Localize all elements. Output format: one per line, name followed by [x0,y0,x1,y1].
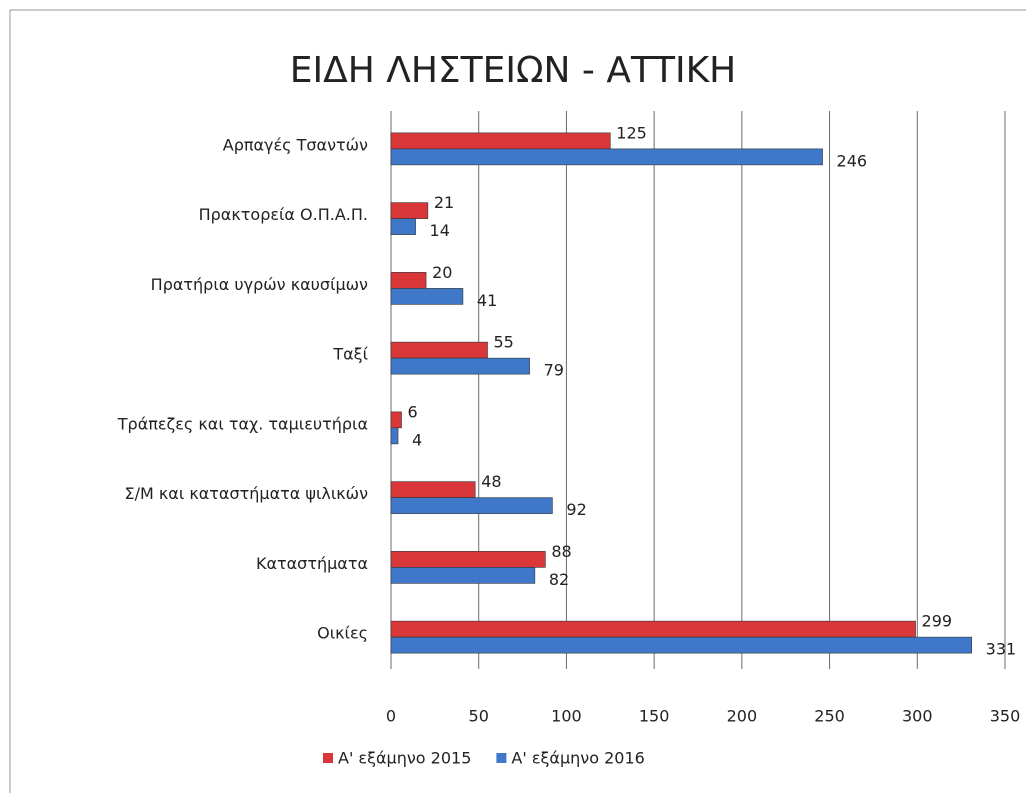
bar [390,288,464,305]
bar [390,341,488,359]
data-label: 79 [544,361,564,380]
bar [390,567,536,584]
data-label: 20 [432,263,452,282]
data-label: 331 [986,640,1017,659]
data-label: 92 [566,500,586,519]
bar [390,620,916,638]
data-label: 48 [481,472,501,491]
y-tick-label: Σ/Μ και καταστήματα ψιλικών [124,484,368,503]
data-label: 55 [493,333,513,352]
chart-title: ΕΙΔΗ ΛΗΣΤΕΙΩΝ - ΑΤΤΙΚΗ [290,50,737,91]
data-label: 125 [616,123,647,142]
bar [390,357,530,375]
bar [390,411,402,429]
data-label: 246 [837,151,868,170]
y-tick-label: Πρατήρια υγρών καυσίμων [151,275,368,294]
bar [390,497,553,514]
x-tick-label: 100 [551,707,582,726]
bar [390,218,416,235]
x-tick-label: 300 [902,707,933,726]
legend-label: Α' εξάμηνο 2016 [511,749,644,768]
bar [390,132,611,150]
data-label: 41 [477,291,497,310]
data-label: 6 [408,402,418,421]
bar [390,272,427,289]
y-tick-label: Ταξί [332,345,368,364]
x-tick-label: 250 [814,707,845,726]
data-label: 14 [430,221,450,240]
y-tick-label: Πρακτορεία Ο.Π.Α.Π. [199,205,368,224]
bar [390,202,429,219]
y-tick-label: Τράπεζες και ταχ. ταμιευτήρια [117,414,368,433]
x-tick-label: 350 [990,707,1021,726]
x-tick-label: 50 [469,707,489,726]
y-tick-label: Οικίες [317,624,368,643]
y-tick-label: Αρπαγές Τσαντών [223,135,368,154]
bar [390,427,399,445]
bar [390,148,823,166]
data-label: 82 [549,570,569,589]
bar [390,636,972,654]
bar [390,551,546,568]
legend-swatch [323,753,333,763]
legend-label: Α' εξάμηνο 2015 [338,749,471,768]
x-tick-label: 200 [727,707,758,726]
data-label: 299 [922,612,953,631]
bar [390,481,476,498]
data-label: 88 [551,542,571,561]
legend-swatch [496,753,507,763]
data-label: 21 [434,193,454,212]
x-tick-label: 150 [639,707,670,726]
x-tick-label: 0 [386,707,396,726]
frame [9,9,1026,797]
data-label: 4 [412,430,422,449]
y-tick-label: Καταστήματα [256,554,368,573]
